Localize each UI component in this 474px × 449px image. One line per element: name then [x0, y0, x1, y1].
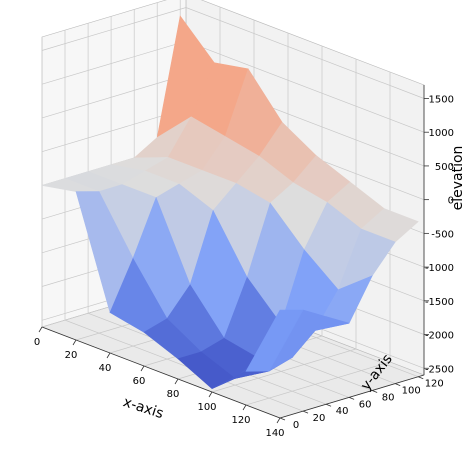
y-tick-mark	[418, 376, 424, 380]
x-tick-mark	[276, 417, 281, 424]
y-tick-mark	[325, 403, 332, 407]
y-tick-label: 20	[313, 413, 326, 424]
surface-patch	[245, 309, 304, 372]
elevation-surface	[41, 15, 419, 389]
x-tick-label: 60	[133, 376, 146, 387]
x-tick-mark	[208, 391, 213, 398]
x-tick-label: 100	[197, 402, 216, 413]
y-axis-line	[279, 374, 425, 419]
z-tick-label: 500	[435, 162, 454, 173]
y-tick-mark	[348, 396, 355, 400]
z-tick-label: -2000	[425, 331, 454, 342]
y-tick-mark	[395, 383, 401, 386]
x-tick-mark	[38, 326, 43, 333]
z-tick-label: 0	[448, 196, 454, 207]
y-tick-mark	[279, 417, 286, 421]
z-tick-label: 1500	[429, 94, 454, 105]
x-tick-mark	[72, 339, 77, 346]
y-tick-label: 60	[359, 399, 372, 410]
x-gridline	[211, 59, 357, 393]
x-tick-label: 140	[265, 428, 284, 439]
z-tick-label: 1000	[429, 128, 454, 139]
x-gridline	[245, 72, 391, 406]
y-tick-label: 80	[382, 392, 395, 403]
x-tick-label: 40	[99, 363, 112, 374]
y-tick-label: 40	[336, 406, 349, 417]
y-tick-label: 100	[402, 386, 421, 397]
x-tick-mark	[106, 352, 111, 359]
y-tick-label: 120	[425, 379, 444, 390]
z-axis-label: elevation	[450, 146, 466, 211]
x-tick-mark	[140, 365, 145, 372]
x-tick-label: 0	[34, 337, 40, 348]
axis-lines	[41, 85, 425, 419]
y-tick-label: 0	[293, 420, 299, 431]
y-tick-mark	[372, 390, 378, 393]
x-tick-label: 20	[65, 350, 78, 361]
x-axis-line	[41, 326, 281, 419]
x-axis-label: x-axis	[121, 394, 165, 422]
x-tick-mark	[174, 378, 179, 385]
tick-labels: 0 20 40 60 80 100 120 140 0 20 40 60 80 100 120 1500 100…	[34, 94, 454, 439]
z-tick-label: -1500	[425, 297, 454, 308]
x-tick-label: 80	[167, 389, 180, 400]
x-tick-label: 120	[231, 415, 250, 426]
z-gridline	[41, 7, 425, 99]
z-tick-label: -1000	[425, 263, 454, 274]
z-tick-label: -500	[431, 229, 454, 240]
x-tick-mark	[242, 404, 247, 411]
z-tick-label: -2500	[425, 364, 454, 375]
y-tick-mark	[302, 410, 309, 414]
